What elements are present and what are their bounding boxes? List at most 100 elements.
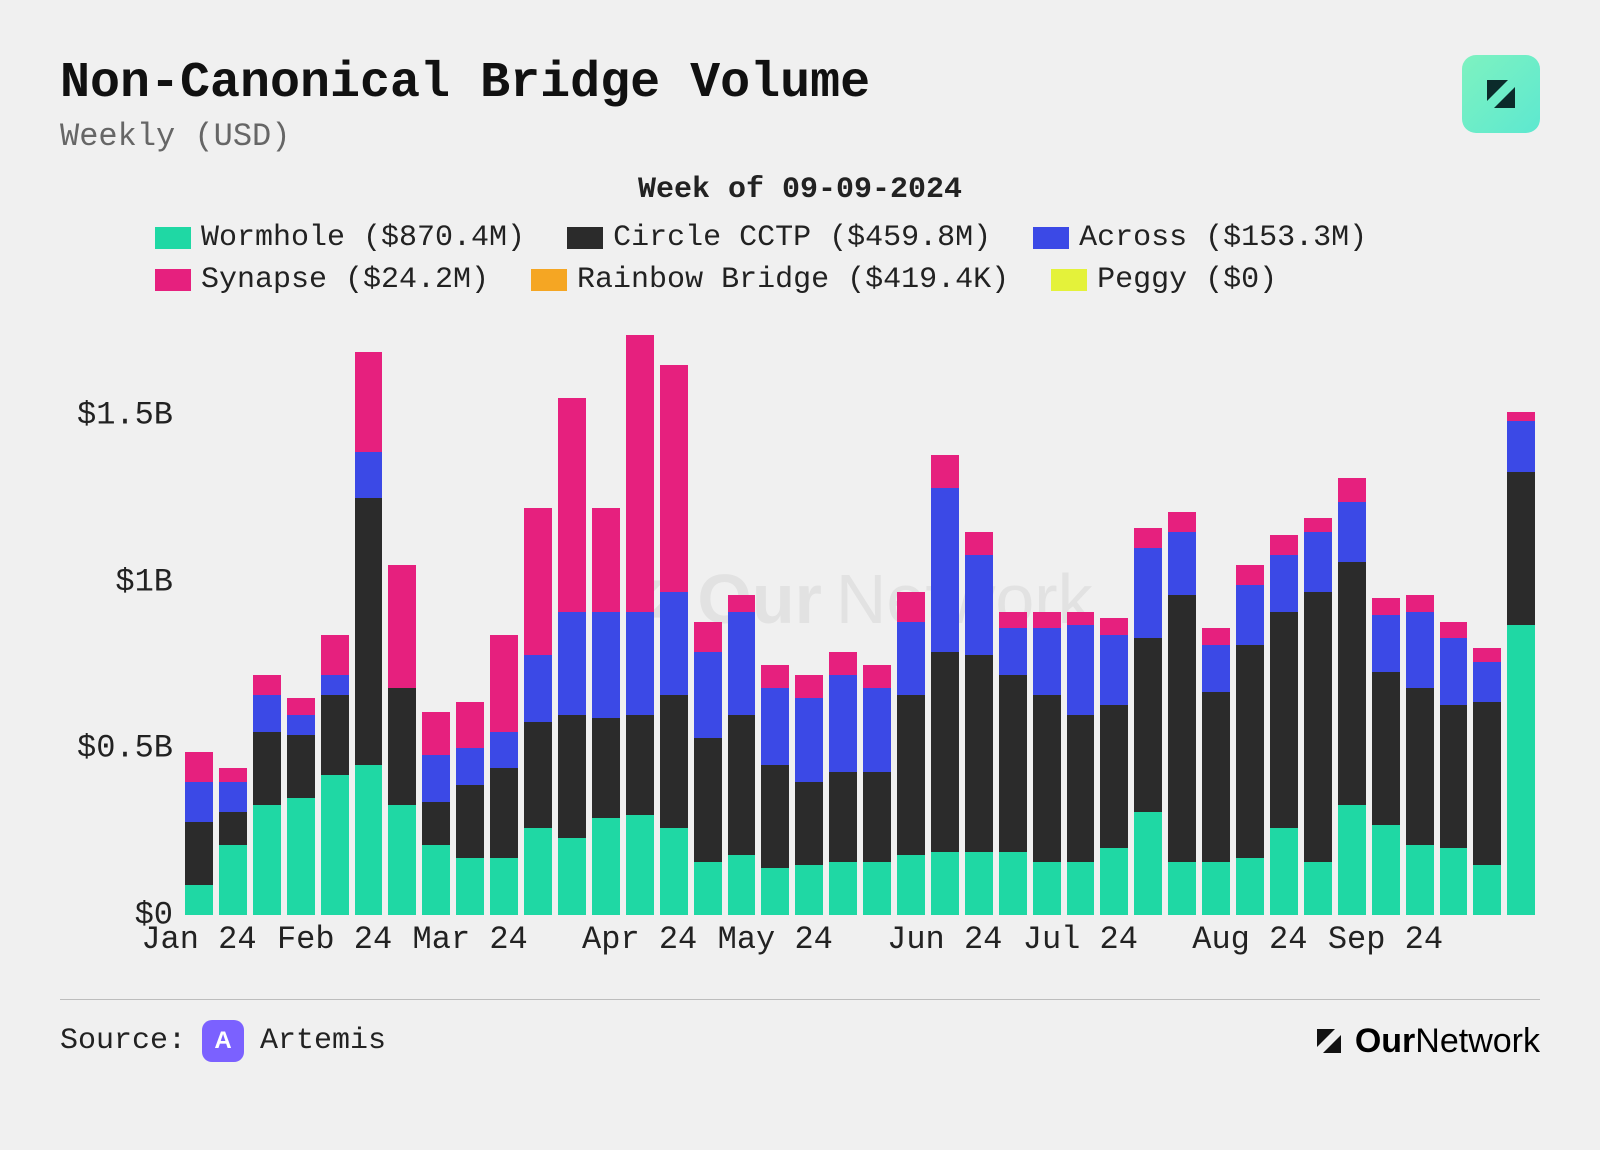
bar [829, 652, 857, 915]
x-axis: Jan 24Feb 24Mar 24Apr 24May 24Jun 24Jul … [185, 915, 1535, 965]
bar [1168, 512, 1196, 915]
bar [592, 508, 620, 915]
bar-segment [1067, 715, 1095, 862]
bar [1473, 648, 1501, 915]
footer: Source: A Artemis OurNetwork [60, 1020, 1540, 1062]
bar-segment [219, 782, 247, 812]
bars-container [185, 315, 1535, 915]
bar-segment [1100, 705, 1128, 848]
bar [1338, 478, 1366, 915]
bar-segment [592, 612, 620, 719]
bar-segment [422, 845, 450, 915]
y-tick-label: $1.5B [77, 397, 173, 434]
bar-segment [456, 858, 484, 915]
bar-segment [287, 798, 315, 915]
bar-segment [1338, 562, 1366, 805]
legend-item: Circle CCTP ($459.8M) [567, 221, 991, 255]
bar-segment [897, 622, 925, 695]
bar [524, 508, 552, 915]
bar-segment [592, 508, 620, 611]
bar-segment [1304, 862, 1332, 915]
bar-segment [1033, 695, 1061, 862]
bar [287, 698, 315, 915]
bar-segment [1406, 688, 1434, 845]
bar-segment [795, 698, 823, 781]
artemis-icon: A [202, 1020, 244, 1062]
legend-label: Across ($153.3M) [1079, 221, 1367, 255]
bar-segment [863, 665, 891, 688]
bar-segment [185, 782, 213, 822]
bar-segment [490, 858, 518, 915]
bar-segment [863, 772, 891, 862]
bar-segment [728, 855, 756, 915]
bar-segment [1202, 692, 1230, 862]
bar-segment [422, 755, 450, 802]
bar-segment [660, 592, 688, 695]
bar-segment [965, 532, 993, 555]
bar-segment [1338, 502, 1366, 562]
bar-segment [490, 732, 518, 769]
legend-item: Peggy ($0) [1051, 263, 1277, 297]
bar [1304, 518, 1332, 915]
legend-item: Rainbow Bridge ($419.4K) [531, 263, 1009, 297]
bar-segment [1440, 848, 1468, 915]
bar-segment [355, 352, 383, 452]
bar-segment [1406, 845, 1434, 915]
legend-swatch [531, 269, 567, 291]
bar-segment [524, 655, 552, 722]
bar-segment [761, 868, 789, 915]
bar-segment [558, 715, 586, 838]
bar-segment [1507, 472, 1535, 625]
bar-segment [897, 855, 925, 915]
bar-segment [1134, 812, 1162, 915]
bar [558, 398, 586, 915]
bar [388, 565, 416, 915]
bar-segment [1067, 612, 1095, 625]
bar-segment [931, 652, 959, 852]
bar-segment [829, 652, 857, 675]
bar-segment [999, 612, 1027, 629]
bar [185, 752, 213, 915]
bar [355, 352, 383, 915]
bar-segment [185, 822, 213, 885]
bar-segment [1100, 618, 1128, 635]
bar-segment [728, 612, 756, 715]
bar-segment [795, 782, 823, 865]
bar-segment [1202, 645, 1230, 692]
bar-segment [795, 865, 823, 915]
bar [660, 365, 688, 915]
bar-segment [1372, 615, 1400, 672]
bar-segment [999, 675, 1027, 852]
bar [728, 595, 756, 915]
bar-segment [1134, 528, 1162, 548]
source-label: Source: [60, 1024, 186, 1058]
bar-segment [829, 862, 857, 915]
bar [1202, 628, 1230, 915]
x-tick-label: Jun 24 [887, 921, 1002, 958]
chart-title: Non-Canonical Bridge Volume [60, 55, 1540, 112]
bar-segment [1270, 612, 1298, 829]
bar-segment [626, 612, 654, 715]
bar-segment [1236, 585, 1264, 645]
bar-segment [931, 488, 959, 651]
bar-segment [863, 862, 891, 915]
bar-segment [965, 852, 993, 915]
bar [694, 622, 722, 915]
bar-segment [1406, 595, 1434, 612]
bar-segment [558, 612, 586, 715]
bar-segment [287, 715, 315, 735]
x-tick-label: May 24 [718, 921, 833, 958]
bar-segment [728, 715, 756, 855]
bar-segment [761, 665, 789, 688]
bar [1033, 612, 1061, 915]
bar-segment [422, 802, 450, 845]
legend-swatch [567, 227, 603, 249]
bar-segment [253, 695, 281, 732]
bar-segment [999, 628, 1027, 675]
legend-label: Wormhole ($870.4M) [201, 221, 525, 255]
bar-segment [1168, 532, 1196, 595]
bar-segment [287, 698, 315, 715]
legend-label: Synapse ($24.2M) [201, 263, 489, 297]
bar-segment [999, 852, 1027, 915]
chart-week-label: Week of 09-09-2024 [60, 173, 1540, 207]
